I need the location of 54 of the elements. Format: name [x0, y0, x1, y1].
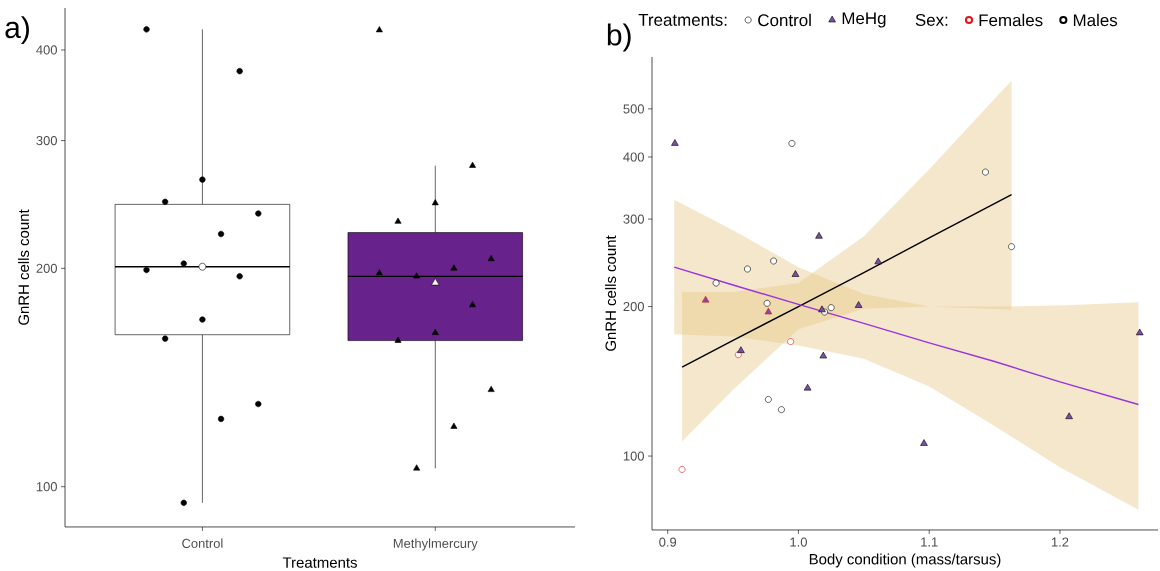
chart-title: a) [5, 16, 29, 45]
point [778, 406, 785, 414]
point [671, 139, 679, 146]
point [787, 338, 794, 345]
point [815, 232, 823, 239]
point [920, 439, 928, 446]
y-tick-label: 500 [623, 104, 644, 114]
point [819, 351, 828, 359]
y-tick-label: 300 [36, 135, 57, 146]
x-tick-label: 1.0 [790, 537, 807, 547]
x-axis-title: Treatments [282, 557, 357, 568]
x-tick-label: 0.9 [659, 537, 677, 547]
chart-title: b) [607, 23, 631, 52]
point [1008, 243, 1015, 251]
line-series [681, 193, 1013, 368]
point [763, 299, 771, 307]
text: Sex: [915, 13, 948, 26]
legend-title: Treatments: [638, 14, 727, 26]
x-tick-label: Control [182, 538, 223, 548]
point [744, 265, 751, 273]
y-axis-title: GnRH cells count [18, 209, 30, 325]
point [982, 168, 989, 176]
point [788, 140, 796, 147]
legend-label: Control [758, 13, 811, 27]
y-tick-label: 400 [623, 152, 644, 162]
point [678, 466, 686, 473]
point [737, 346, 745, 353]
x-tick-label: 1.2 [1051, 537, 1069, 547]
line-series [673, 266, 1140, 406]
legend-label: Females [979, 13, 1043, 27]
point [827, 304, 835, 312]
x-axis-title: Body condition (mass/tarsus) [809, 553, 1001, 568]
point [712, 279, 720, 287]
point [791, 270, 800, 277]
y-tick-label: 300 [623, 214, 644, 224]
point [701, 295, 710, 303]
point [770, 257, 777, 265]
y-tick-label: 400 [36, 45, 57, 55]
point [1065, 412, 1073, 420]
point [874, 257, 882, 265]
y-tick-label: 200 [36, 263, 57, 273]
point [854, 301, 863, 308]
x-tick-label: Methylmercury [393, 538, 478, 551]
y-tick-label: 100 [623, 451, 644, 461]
point [765, 396, 772, 403]
legend-label: Males [1073, 13, 1118, 27]
x-tick-label: 1.1 [921, 537, 938, 547]
point [764, 307, 773, 315]
y-axis-title: GnRH cells count [605, 235, 617, 351]
y-tick-label: 200 [623, 301, 644, 312]
y-tick-label: 100 [36, 482, 57, 492]
point [1135, 328, 1144, 336]
point [803, 383, 812, 391]
legend-label: MeHg [842, 12, 886, 28]
